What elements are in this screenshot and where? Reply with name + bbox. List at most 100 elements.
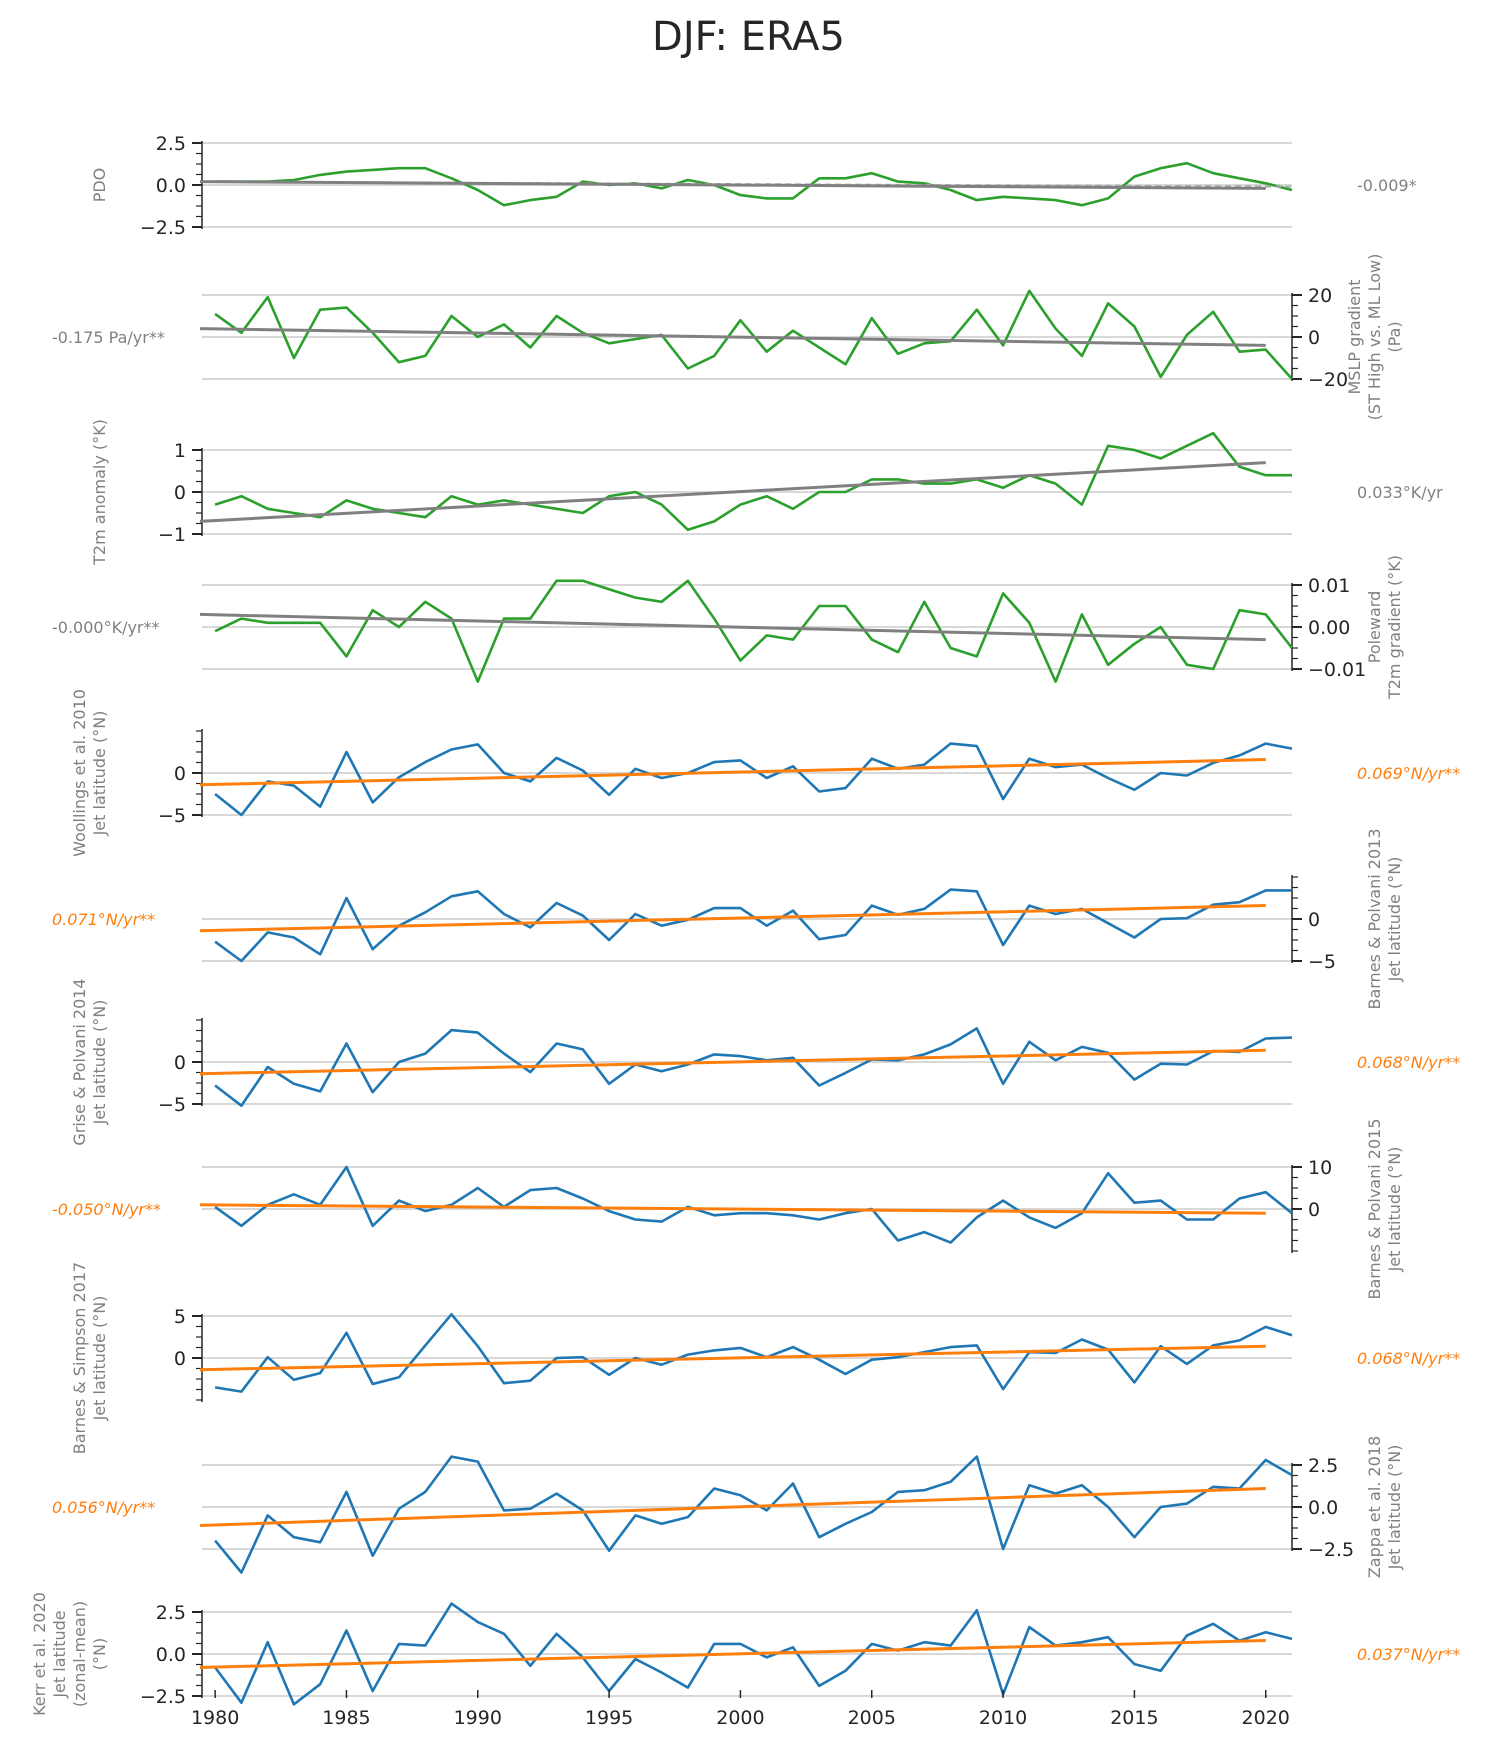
y-tick-label: 0.0 [156, 175, 186, 197]
y-axis-label-line: Jet latitude (°N) [90, 1000, 109, 1126]
y-tick-label: −2.5 [140, 1686, 186, 1708]
trend-label: 0.069°N/yr** [1357, 764, 1460, 783]
trend-line [199, 1639, 1266, 1669]
trend-line [199, 180, 1266, 190]
y-axis-label-line: Barnes & Polvani 2013 [1365, 828, 1384, 1009]
y-tick-label: −0.01 [1308, 659, 1366, 681]
y-axis-label: Zappa et al. 2018Jet latitude (°N) [1365, 1436, 1404, 1578]
trend-label: 0.037°N/yr** [1357, 1645, 1460, 1664]
panel-2: 20 0 −20 -0.175 Pa/yr** MSLP gradient(ST Hig… [52, 254, 1404, 421]
trend-line [199, 1344, 1266, 1372]
y-tick-label: 0.00 [1308, 617, 1350, 639]
y-tick-label: −5 [1308, 951, 1336, 973]
panel-8: 10 0 -0.050°N/yr** Barnes & Polvani 2015Jet… [52, 1118, 1404, 1299]
x-tick-label: 2020 [1242, 1707, 1290, 1729]
y-tick-label: 0.01 [1308, 575, 1350, 597]
panel-10: 2.5 0.0 −2.5 0.056°N/yr** Zappa et al. 2018J… [52, 1436, 1404, 1578]
y-axis-label-line: Jet latitude (°N) [1385, 1445, 1404, 1571]
y-axis-label-line: PDO [90, 168, 109, 203]
trend-label: -0.000°K/yr** [52, 618, 160, 637]
y-axis-label-line: Jet latitude (°N) [90, 711, 109, 837]
panel-9: 5 0 0.068°N/yr** Barnes & Simpson 2017Jet l… [70, 1262, 1460, 1454]
y-axis-label: Barnes & Simpson 2017Jet latitude (°N) [70, 1262, 109, 1454]
series-line [214, 1455, 1293, 1574]
series-line [214, 579, 1294, 683]
y-axis-label: Woollings et al. 2010Jet latitude (°N) [70, 689, 109, 857]
trend-label: 0.068°N/yr** [1357, 1349, 1460, 1368]
x-tick-label: 1980 [191, 1707, 239, 1729]
x-tick-label: 1995 [585, 1707, 633, 1729]
panel-1: 2.5 0.0 −2.5 -0.009* PDO [90, 133, 1417, 239]
trend-line [199, 1203, 1266, 1215]
x-tick-label: 2010 [979, 1707, 1027, 1729]
y-tick-label: −1 [158, 524, 186, 546]
series-line [215, 161, 1293, 207]
chart-title: DJF: ERA5 [652, 14, 845, 60]
y-tick-label: −20 [1308, 369, 1348, 391]
trend-line [199, 1048, 1266, 1076]
x-tick-label: 2000 [716, 1707, 764, 1729]
y-tick-label: 0 [1308, 327, 1320, 349]
x-tick-label: 2015 [1110, 1707, 1158, 1729]
y-tick-label: 2.5 [1308, 1455, 1338, 1477]
y-tick-label: 2.5 [156, 133, 186, 155]
y-tick-label: −5 [158, 1094, 186, 1116]
series-line [214, 289, 1293, 380]
y-axis-label-line: Barnes & Polvani 2015 [1365, 1118, 1384, 1299]
y-tick-label: −2.5 [140, 217, 186, 239]
y-axis-label-line: Jet latitude [50, 1610, 69, 1698]
panel-5: 0 −5 0.069°N/yr** Woollings et al. 2010Jet … [70, 689, 1460, 857]
y-tick-label: −2.5 [1308, 1539, 1354, 1561]
trend-label: 0.033°K/yr [1357, 483, 1443, 502]
y-axis-label: Kerr et al. 2020Jet latitude(zonal-mean)… [30, 1592, 109, 1716]
y-tick-label: 0 [174, 1348, 186, 1370]
y-tick-label: 0 [1308, 909, 1320, 931]
x-tick-label: 2005 [848, 1707, 896, 1729]
y-tick-label: 0 [174, 1052, 186, 1074]
trend-line [199, 461, 1266, 523]
y-axis-label-line: Grise & Polvani 2014 [70, 978, 89, 1145]
y-tick-label: 10 [1308, 1157, 1332, 1179]
y-tick-label: 0.0 [1308, 1497, 1338, 1519]
y-axis-label: Barnes & Polvani 2013Jet latitude (°N) [1365, 828, 1404, 1009]
y-tick-label: 20 [1308, 285, 1332, 307]
y-tick-label: 1 [174, 440, 186, 462]
y-axis-label: Barnes & Polvani 2015Jet latitude (°N) [1365, 1118, 1404, 1299]
trend-line [199, 904, 1266, 933]
y-axis-label-line: Woollings et al. 2010 [70, 689, 89, 857]
x-tick-label: 1985 [322, 1707, 370, 1729]
y-tick-label: 0 [1308, 1199, 1320, 1221]
y-tick-label: 0.0 [156, 1644, 186, 1666]
trend-line [199, 612, 1266, 642]
series-line [214, 431, 1292, 532]
y-axis-label-line: (zonal-mean) [70, 1601, 89, 1707]
y-axis-label-line: Kerr et al. 2020 [30, 1592, 49, 1716]
y-axis-label-line: Jet latitude (°N) [1385, 1147, 1404, 1273]
series-line [214, 1165, 1293, 1244]
trend-label: 0.056°N/yr** [52, 1498, 155, 1517]
y-axis-label-line: (°N) [90, 1638, 109, 1670]
series-line [214, 1602, 1293, 1706]
y-tick-label: 5 [174, 1306, 186, 1328]
y-axis-label-line: Zappa et al. 2018 [1365, 1436, 1384, 1578]
y-axis-label-line: T2m gradient (°K) [1385, 555, 1404, 700]
y-axis-label: PolewardT2m gradient (°K) [1365, 555, 1404, 700]
panel-6: 0 −5 0.071°N/yr** Barnes & Polvani 2013Jet … [52, 828, 1404, 1009]
trend-line [199, 758, 1266, 787]
y-axis-label: T2m anomaly (°K) [90, 419, 109, 566]
y-axis-label-line: (Pa) [1385, 321, 1404, 352]
y-tick-label: −5 [158, 805, 186, 827]
y-tick-label: 0 [174, 482, 186, 504]
trend-label: -0.175 Pa/yr** [52, 328, 165, 347]
y-axis-label-line: T2m anomaly (°K) [90, 419, 109, 566]
trend-label: -0.009* [1357, 176, 1417, 195]
y-axis-label-line: (ST High vs. ML Low) [1365, 254, 1384, 421]
trend-line [199, 327, 1266, 347]
y-axis-label-line: Jet latitude (°N) [1385, 857, 1404, 983]
y-axis-label: Grise & Polvani 2014Jet latitude (°N) [70, 978, 109, 1145]
y-axis-label-line: Jet latitude (°N) [90, 1296, 109, 1422]
trend-label: 0.071°N/yr** [52, 910, 155, 929]
panel-7: 0 −5 0.068°N/yr** Grise & Polvani 2014Jet l… [70, 978, 1460, 1145]
y-axis-label: PDO [90, 168, 109, 203]
